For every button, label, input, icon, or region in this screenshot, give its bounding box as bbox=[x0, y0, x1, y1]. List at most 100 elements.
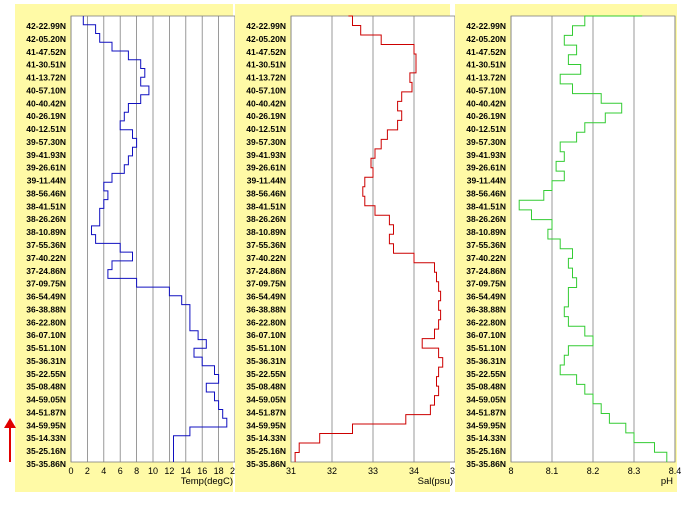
y-tick-label: 42-05.20N bbox=[466, 34, 506, 44]
profile-panel-3: 8 8.1 8.2 8.3 8.4 42-22.99N 42-05.20N 41-47.52N… bbox=[455, 4, 681, 492]
y-tick-label: 35-36.31N bbox=[246, 356, 286, 366]
y-tick-label: 40-40.42N bbox=[246, 98, 286, 108]
x-tick-label: 31 bbox=[286, 466, 296, 476]
y-tick-label: 39-57.30N bbox=[466, 137, 506, 147]
y-tick-label: 38-10.89N bbox=[246, 227, 286, 237]
y-tick-label: 39-11.44N bbox=[467, 176, 506, 186]
y-tick-label: 38-26.26N bbox=[466, 214, 506, 224]
y-tick-label: 40-12.51N bbox=[26, 124, 66, 134]
y-tick-label: 34-59.95N bbox=[246, 420, 286, 430]
y-tick-label: 38-56.46N bbox=[26, 188, 66, 198]
y-tick-label: 40-26.19N bbox=[26, 111, 66, 121]
y-tick-label: 40-57.10N bbox=[466, 85, 506, 95]
y-tick-label: 40-57.10N bbox=[246, 85, 286, 95]
y-tick-label: 34-51.87N bbox=[246, 407, 286, 417]
y-tick-label: 41-47.52N bbox=[246, 47, 286, 57]
y-tick-label: 36-22.80N bbox=[26, 317, 66, 327]
y-tick-label: 36-07.10N bbox=[246, 330, 286, 340]
y-tick-label: 37-24.86N bbox=[246, 266, 286, 276]
x-tick-label: 18 bbox=[214, 466, 224, 476]
y-tick-label: 40-40.42N bbox=[466, 98, 506, 108]
profile-line bbox=[294, 15, 444, 462]
y-tick-label: 42-05.20N bbox=[26, 34, 66, 44]
y-tick-label: 39-26.61N bbox=[466, 163, 506, 173]
y-tick-label: 35-14.33N bbox=[26, 433, 66, 443]
y-tick-label: 37-40.22N bbox=[26, 253, 66, 263]
y-tick-label: 36-38.88N bbox=[466, 304, 506, 314]
x-axis-label: Sal(psu) bbox=[418, 476, 453, 487]
y-tick-label: 36-22.80N bbox=[246, 317, 286, 327]
y-tick-label: 35-25.16N bbox=[246, 446, 286, 456]
y-tick-label: 38-56.46N bbox=[246, 188, 286, 198]
x-tick-label: 4 bbox=[101, 466, 106, 476]
y-tick-label: 35-51.10N bbox=[26, 343, 66, 353]
y-tick-label: 40-12.51N bbox=[246, 124, 286, 134]
y-tick-label: 39-57.30N bbox=[246, 137, 286, 147]
up-arrow-icon bbox=[4, 418, 16, 462]
y-tick-label: 38-41.51N bbox=[246, 201, 286, 211]
y-tick-label: 38-10.89N bbox=[466, 227, 506, 237]
x-tick-label: 12 bbox=[164, 466, 174, 476]
y-tick-label: 40-40.42N bbox=[26, 98, 66, 108]
y-tick-label: 34-59.05N bbox=[26, 395, 66, 405]
y-tick-label: 35-51.10N bbox=[466, 343, 506, 353]
y-tick-label: 39-26.61N bbox=[26, 163, 66, 173]
y-tick-label: 40-26.19N bbox=[246, 111, 286, 121]
y-tick-label: 35-22.55N bbox=[246, 369, 286, 379]
y-tick-label: 34-51.87N bbox=[466, 407, 506, 417]
x-axis-label: Temp(degC) bbox=[181, 476, 233, 487]
y-tick-label: 42-22.99N bbox=[26, 21, 66, 31]
x-axis-label: pH bbox=[661, 476, 673, 487]
y-tick-label: 34-59.95N bbox=[466, 420, 506, 430]
y-tick-label: 41-13.72N bbox=[246, 73, 286, 83]
y-tick-label: 35-08.48N bbox=[26, 382, 66, 392]
y-tick-label: 40-26.19N bbox=[466, 111, 506, 121]
y-tick-label: 37-55.36N bbox=[466, 240, 506, 250]
y-tick-label: 35-36.31N bbox=[26, 356, 66, 366]
x-tick-label: 8 bbox=[508, 466, 513, 476]
y-tick-label: 41-30.51N bbox=[466, 60, 506, 70]
x-tick-label: 14 bbox=[181, 466, 191, 476]
y-tick-label: 37-24.86N bbox=[466, 266, 506, 276]
x-tick-label: 8.2 bbox=[587, 466, 600, 476]
y-tick-label: 35-25.16N bbox=[26, 446, 66, 456]
y-tick-label: 39-41.93N bbox=[246, 150, 286, 160]
y-tick-label: 37-55.36N bbox=[26, 240, 66, 250]
y-tick-label: 42-05.20N bbox=[246, 34, 286, 44]
y-tick-label: 36-07.10N bbox=[466, 330, 506, 340]
y-tick-label: 35-35.86N bbox=[26, 459, 66, 469]
y-tick-label: 39-26.61N bbox=[246, 163, 286, 173]
x-tick-label: 8.1 bbox=[546, 466, 559, 476]
y-tick-label: 37-09.75N bbox=[466, 279, 506, 289]
y-tick-label: 39-41.93N bbox=[466, 150, 506, 160]
x-tick-label: 16 bbox=[197, 466, 207, 476]
y-tick-label: 41-13.72N bbox=[26, 73, 66, 83]
y-tick-label: 35-25.16N bbox=[466, 446, 506, 456]
y-tick-label: 36-54.49N bbox=[466, 292, 506, 302]
y-tick-label: 38-10.89N bbox=[26, 227, 66, 237]
y-tick-label: 39-11.44N bbox=[27, 176, 66, 186]
profile-line bbox=[518, 15, 668, 462]
y-tick-label: 38-26.26N bbox=[246, 214, 286, 224]
y-tick-label: 36-38.88N bbox=[246, 304, 286, 314]
y-tick-label: 35-35.86N bbox=[246, 459, 286, 469]
y-tick-label: 35-35.86N bbox=[466, 459, 506, 469]
x-tick-label: 32 bbox=[327, 466, 337, 476]
y-tick-label: 35-14.33N bbox=[246, 433, 286, 443]
y-tick-label: 35-14.33N bbox=[466, 433, 506, 443]
y-tick-label: 37-09.75N bbox=[246, 279, 286, 289]
y-tick-label: 41-30.51N bbox=[246, 60, 286, 70]
y-tick-label: 36-22.80N bbox=[466, 317, 506, 327]
x-tick-label: 8 bbox=[134, 466, 139, 476]
x-tick-label: 8.4 bbox=[669, 466, 682, 476]
y-tick-label: 41-47.52N bbox=[466, 47, 506, 57]
y-tick-label: 35-22.55N bbox=[26, 369, 66, 379]
y-tick-label: 37-40.22N bbox=[466, 253, 506, 263]
y-tick-label: 38-41.51N bbox=[466, 201, 506, 211]
x-tick-label: 2 bbox=[85, 466, 90, 476]
x-tick-label: 0 bbox=[68, 466, 73, 476]
y-tick-label: 42-22.99N bbox=[466, 21, 506, 31]
y-tick-label: 42-22.99N bbox=[246, 21, 286, 31]
x-tick-label: 10 bbox=[148, 466, 158, 476]
